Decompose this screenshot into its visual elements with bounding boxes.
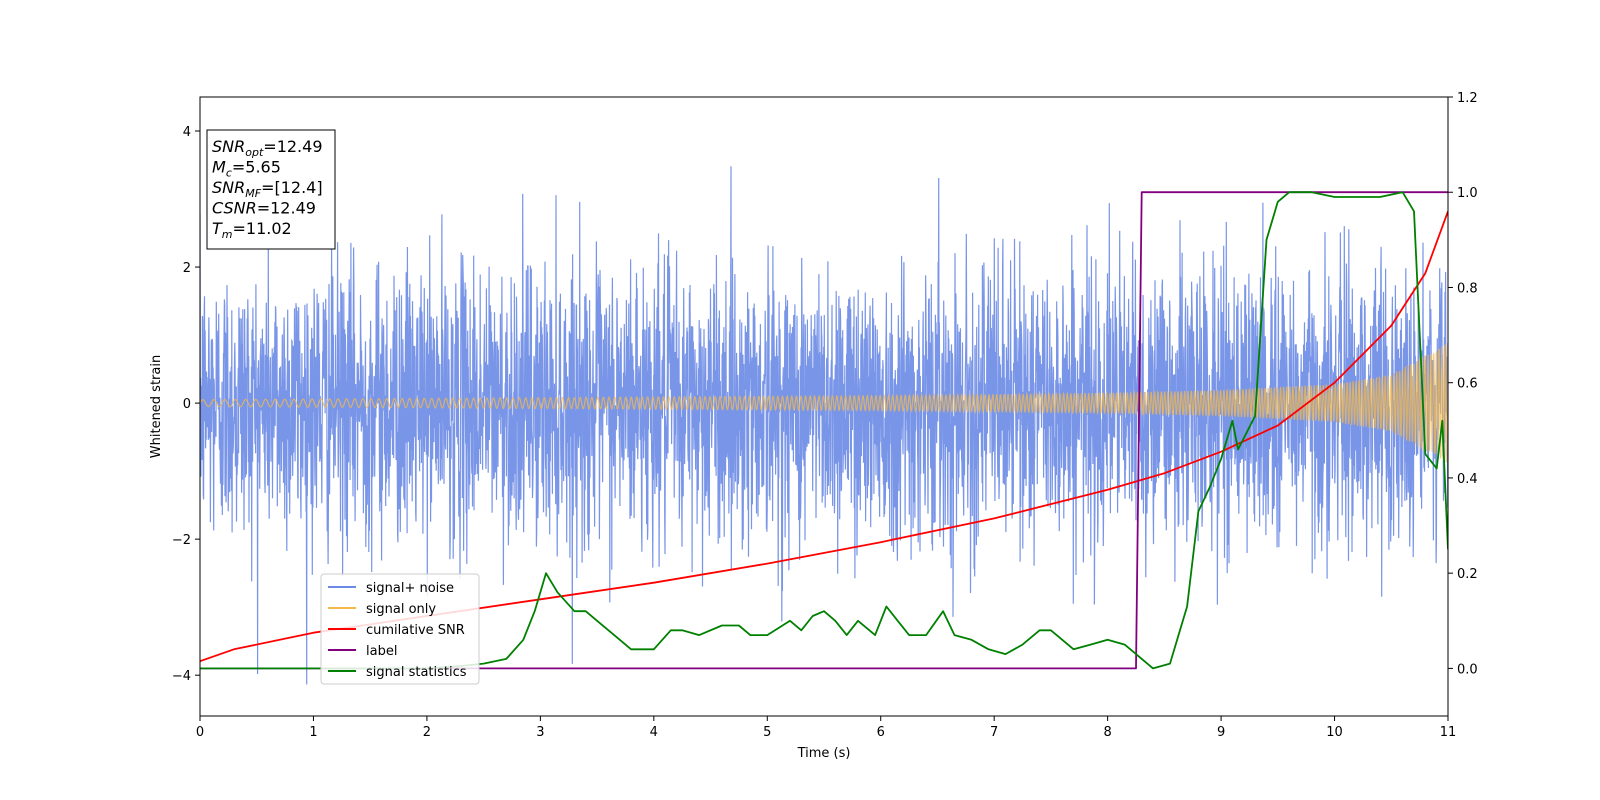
info-line: Tm=11.02 (212, 219, 292, 241)
x-tick-label: 7 (990, 725, 998, 740)
y-tick-label: −2 (172, 533, 191, 548)
info-line: Mc=5.65 (212, 158, 281, 180)
y2-tick-label: 1.0 (1457, 186, 1478, 201)
y2-tick-label: 0.4 (1457, 472, 1478, 487)
legend: signal+ noise signal only cumilative SNR la… (320, 573, 480, 685)
x-tick-label: 5 (763, 725, 771, 740)
x-tick-label: 9 (1217, 725, 1225, 740)
x-tick-label: 4 (650, 725, 658, 740)
y-axis-right: 0.0 0.2 0.4 0.6 0.8 1.0 1.2 (1448, 91, 1478, 677)
y-tick-label: 2 (183, 261, 191, 276)
y2-tick-label: 0.2 (1457, 567, 1478, 582)
series-signal-only (200, 342, 1448, 463)
y-axis-left: −4 −2 0 2 4 (172, 125, 200, 684)
plot-frame (199, 96, 1449, 717)
x-tick-label: 3 (536, 725, 544, 740)
legend-label: signal only (366, 602, 436, 617)
legend-label: signal statistics (366, 665, 467, 680)
info-line: CSNR=12.49 (212, 199, 316, 218)
x-tick-label: 1 (309, 725, 317, 740)
x-axis: 0 1 2 3 4 5 6 7 8 9 10 11 (196, 716, 1456, 740)
y2-tick-label: 0.0 (1457, 662, 1478, 677)
legend-label: label (366, 644, 397, 659)
x-tick-label: 11 (1440, 725, 1457, 740)
legend-label: cumilative SNR (366, 623, 465, 638)
x-tick-label: 6 (877, 725, 885, 740)
signal-statistics-line (200, 191, 1448, 670)
signal-only-line (200, 342, 1448, 463)
info-line: SNRopt=12.49 (212, 137, 323, 159)
y2-tick-label: 0.8 (1457, 281, 1478, 296)
info-box: SNRopt=12.49Mc=5.65SNRMF=[12.4]CSNR=12.4… (206, 129, 336, 250)
y-tick-label: −4 (172, 669, 191, 684)
x-tick-label: 2 (423, 725, 431, 740)
y-tick-label: 4 (183, 125, 191, 140)
x-axis-label: Time (s) (797, 746, 851, 761)
legend-label: signal+ noise (366, 581, 454, 596)
info-line: SNRMF=[12.4] (212, 178, 323, 200)
x-tick-label: 0 (196, 725, 204, 740)
info-box-frame (206, 129, 336, 250)
y2-tick-label: 0.6 (1457, 377, 1478, 392)
x-tick-label: 8 (1103, 725, 1111, 740)
y-axis-label: Whitened strain (149, 355, 164, 458)
series-signal-noise (200, 166, 1448, 685)
signal-noise-line (200, 166, 1448, 685)
y-tick-label: 0 (183, 397, 191, 412)
y2-tick-label: 1.2 (1457, 91, 1478, 106)
legend-frame (320, 573, 480, 685)
x-tick-label: 10 (1326, 725, 1343, 740)
